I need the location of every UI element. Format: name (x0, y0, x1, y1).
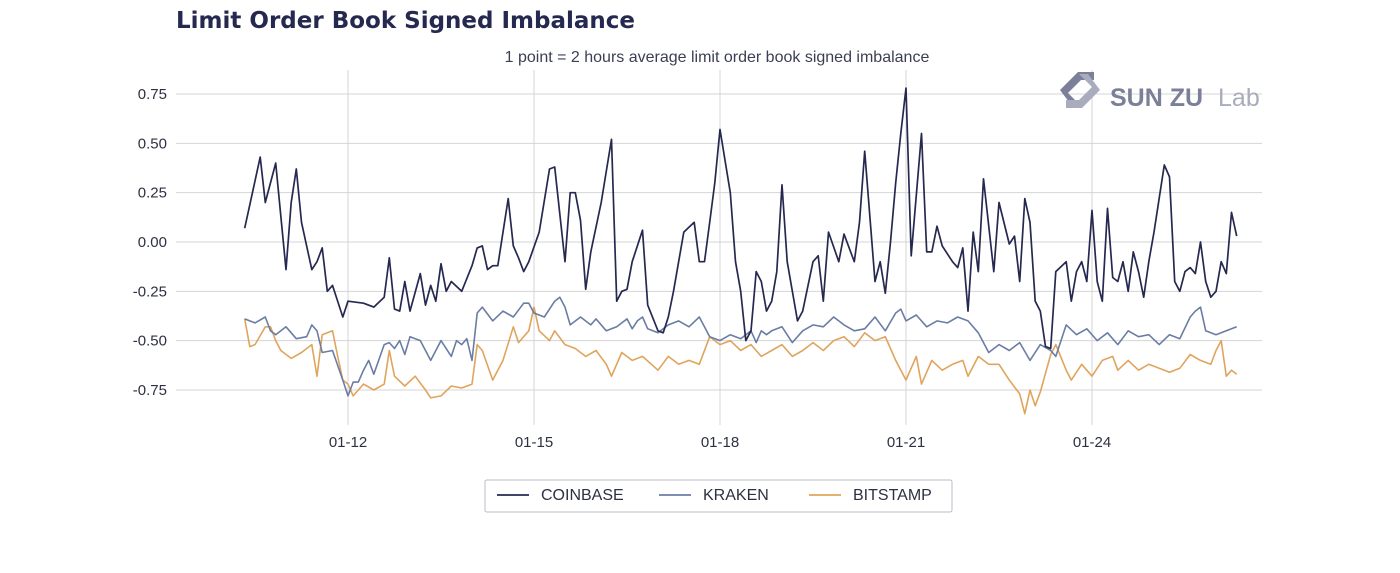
x-tick-label: 01-21 (887, 434, 925, 451)
x-tick-label: 01-12 (329, 434, 367, 451)
series-line-bitstamp (243, 306, 1238, 415)
legend-label: COINBASE (541, 487, 624, 504)
sunzu-lab-logo: SUN ZU Lab (1060, 72, 1260, 112)
series-line-coinbase (243, 87, 1238, 350)
x-tick-label: 01-15 (515, 434, 553, 451)
y-tick-label: -0.50 (133, 333, 167, 350)
legend: COINBASE KRAKEN BITSTAMP (484, 479, 953, 513)
y-tick-label: -0.75 (133, 382, 167, 399)
y-tick-label: 0.00 (138, 234, 167, 251)
logo-suffix-text: Lab (1218, 84, 1260, 112)
y-tick-label: 0.50 (138, 135, 167, 152)
logo-brand-text: SUN ZU (1110, 84, 1203, 112)
y-tick-label: 0.25 (138, 185, 167, 202)
chart-title: Limit Order Book Signed Imbalance (176, 8, 636, 34)
x-tick-label: 01-24 (1073, 434, 1111, 451)
y-tick-label: 0.75 (138, 86, 167, 103)
x-tick-label: 01-18 (701, 434, 739, 451)
legend-box (484, 479, 953, 513)
sunzu-logo-icon (1060, 72, 1100, 108)
y-tick-label: -0.25 (133, 283, 167, 300)
legend-label: BITSTAMP (853, 487, 932, 504)
axis-labels: -0.75 -0.50 -0.25 0.00 0.25 0.50 0.75 01-12 01-1… (133, 86, 1111, 451)
series-line-kraken (244, 296, 1237, 397)
chart-subtitle: 1 point = 2 hours average limit order bo… (505, 49, 930, 66)
grid (176, 70, 1262, 425)
legend-label: KRAKEN (703, 487, 769, 504)
svg-text:SUN ZU Lab: SUN ZU Lab (1110, 84, 1260, 112)
series-lines (243, 87, 1238, 415)
